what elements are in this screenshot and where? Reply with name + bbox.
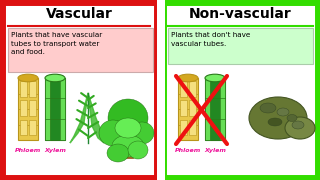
Ellipse shape xyxy=(128,141,148,159)
Ellipse shape xyxy=(107,144,129,162)
Bar xyxy=(205,78,210,140)
Text: Vascular: Vascular xyxy=(45,7,112,21)
Bar xyxy=(163,2,318,178)
Bar xyxy=(50,78,60,140)
Text: Plants that have vascular
tubes to transport water
and food.: Plants that have vascular tubes to trans… xyxy=(11,32,102,55)
Text: Non-vascular: Non-vascular xyxy=(188,7,292,21)
Ellipse shape xyxy=(205,74,225,82)
Bar xyxy=(180,100,187,116)
Ellipse shape xyxy=(108,99,148,137)
Ellipse shape xyxy=(285,117,315,139)
Bar xyxy=(180,120,187,135)
Ellipse shape xyxy=(249,97,307,139)
Bar xyxy=(189,100,196,116)
Bar xyxy=(168,28,313,64)
Bar xyxy=(45,78,65,140)
Bar xyxy=(189,120,196,135)
Bar xyxy=(29,100,36,116)
Bar xyxy=(45,78,50,140)
Polygon shape xyxy=(70,93,104,143)
Bar xyxy=(8,28,153,72)
Ellipse shape xyxy=(287,114,297,122)
Bar xyxy=(18,78,38,140)
Bar xyxy=(180,81,187,96)
Bar xyxy=(29,120,36,135)
Text: Xylem: Xylem xyxy=(44,148,66,153)
Text: Plants that don't have
vascular tubes.: Plants that don't have vascular tubes. xyxy=(171,32,250,46)
Ellipse shape xyxy=(115,118,141,138)
Bar xyxy=(220,78,225,140)
Bar xyxy=(123,110,133,158)
Bar xyxy=(60,78,65,140)
Ellipse shape xyxy=(112,135,144,157)
Bar xyxy=(20,120,27,135)
Bar xyxy=(29,81,36,96)
Ellipse shape xyxy=(99,120,127,146)
Ellipse shape xyxy=(18,74,38,82)
Bar xyxy=(205,78,225,140)
Bar xyxy=(178,78,198,140)
Ellipse shape xyxy=(277,108,289,116)
Ellipse shape xyxy=(178,74,198,82)
Bar xyxy=(189,81,196,96)
Ellipse shape xyxy=(292,121,304,129)
Text: Phloem: Phloem xyxy=(15,148,41,153)
Ellipse shape xyxy=(45,74,65,82)
Ellipse shape xyxy=(268,118,282,126)
Bar xyxy=(157,0,165,180)
Bar xyxy=(2,2,157,178)
Bar xyxy=(20,100,27,116)
Text: Xylem: Xylem xyxy=(204,148,226,153)
Text: Phloem: Phloem xyxy=(175,148,201,153)
Ellipse shape xyxy=(130,122,154,144)
Bar xyxy=(210,78,220,140)
Ellipse shape xyxy=(260,103,276,113)
Bar xyxy=(20,81,27,96)
